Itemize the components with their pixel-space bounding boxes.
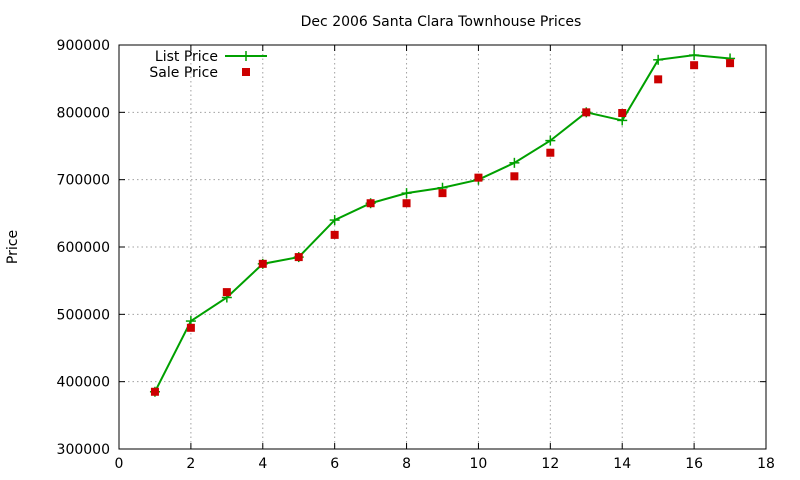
x-tick-label: 0 (115, 456, 124, 472)
sale-price-point (150, 387, 159, 396)
y-tick-label: 500000 (57, 307, 110, 323)
sale-price-point (294, 253, 303, 262)
grid (119, 45, 766, 449)
x-tick-label: 4 (258, 456, 267, 472)
x-tick-label: 8 (402, 456, 411, 472)
list-price-point (545, 135, 556, 146)
legend-label: List Price (155, 49, 218, 65)
x-tick-label: 14 (613, 456, 631, 472)
legend-square-marker (242, 68, 250, 76)
legend-label: Sale Price (149, 65, 218, 81)
sale-price-point (654, 75, 663, 84)
chart-title: Dec 2006 Santa Clara Townhouse Prices (301, 14, 582, 30)
sale-price-point (330, 230, 339, 239)
x-tick-label: 18 (757, 456, 775, 472)
sale-price-point (690, 61, 699, 70)
y-axis-label: Price (5, 230, 21, 264)
y-tick-label: 400000 (57, 375, 110, 391)
series-list-price (149, 50, 736, 397)
legend-plus-marker (241, 51, 251, 61)
sale-price-point (510, 172, 519, 181)
y-tick-label: 800000 (57, 105, 110, 121)
y-tick-label: 600000 (57, 240, 110, 256)
x-tick-label: 16 (685, 456, 703, 472)
y-tick-label: 300000 (57, 442, 110, 458)
x-tick-label: 2 (186, 456, 195, 472)
y-tick-label: 700000 (57, 173, 110, 189)
list-price-point (653, 54, 664, 65)
series-sale-price (150, 59, 735, 396)
list-price-line (154, 54, 731, 393)
sale-price-point (186, 323, 195, 332)
sale-price-point (582, 108, 591, 117)
sale-price-point (402, 199, 411, 208)
sale-price-point (726, 59, 735, 68)
x-tick-label: 10 (470, 456, 488, 472)
list-price-point (509, 157, 520, 168)
x-tick-label: 12 (541, 456, 559, 472)
sale-price-point (474, 173, 483, 182)
plot-series (149, 50, 736, 397)
sale-price-point (366, 199, 375, 208)
sale-price-point (618, 109, 627, 118)
sale-price-point (438, 189, 447, 198)
sale-price-point (546, 148, 555, 157)
x-tick-label: 6 (330, 456, 339, 472)
list-price-point (329, 215, 340, 226)
list-price-point (401, 188, 412, 199)
sale-price-point (222, 288, 231, 297)
list-price-point (617, 115, 628, 126)
y-tick-label: 900000 (57, 38, 110, 54)
list-price-point (689, 50, 700, 61)
sale-price-point (258, 259, 267, 268)
axes: 0 2 4 6 8 10 12 14 16 18 300000 400000 500000 600000 7… (57, 38, 775, 472)
